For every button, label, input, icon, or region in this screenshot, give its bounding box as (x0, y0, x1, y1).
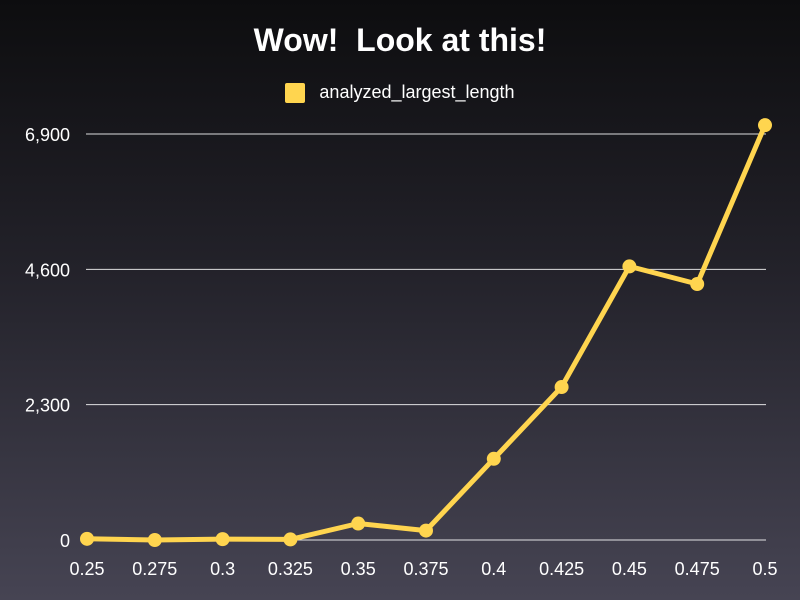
y-tick-label: 0 (60, 531, 70, 551)
x-tick-label: 0.425 (539, 559, 584, 579)
legend: analyzed_largest_length (0, 82, 800, 103)
x-tick-label: 0.375 (403, 559, 448, 579)
data-point (554, 380, 569, 395)
x-tick-label: 0.35 (341, 559, 376, 579)
x-tick-label: 0.5 (752, 559, 777, 579)
y-tick-label: 4,600 (25, 260, 70, 280)
data-point (80, 531, 94, 546)
gridlines (86, 133, 766, 541)
series-line (84, 122, 768, 543)
x-tick-label: 0.3 (210, 559, 235, 579)
data-point (351, 516, 366, 531)
data-point (690, 277, 705, 292)
x-tick-label: 0.475 (675, 559, 720, 579)
y-tick-label: 2,300 (25, 396, 70, 416)
x-tick-label: 0.4 (481, 559, 506, 579)
x-tick-label: 0.25 (69, 559, 104, 579)
chart-title: Wow! Look at this! (253, 22, 547, 58)
data-point (622, 259, 637, 274)
data-point (147, 533, 162, 547)
x-tick-label: 0.275 (132, 559, 177, 579)
data-point (419, 523, 433, 538)
data-point (283, 532, 298, 547)
series-layer (80, 118, 772, 547)
legend-swatch (285, 82, 306, 103)
data-point (758, 118, 772, 133)
data-point (486, 451, 501, 466)
y-tick-label: 6,900 (25, 125, 70, 145)
axis-labels: 0 2,300 4,600 6,900 0.25 0.275 0.3 0.325 0.35 0.3… (25, 125, 778, 579)
x-tick-label: 0.325 (268, 559, 313, 579)
x-tick-label: 0.45 (612, 559, 647, 579)
data-point (215, 532, 230, 547)
legend-label: analyzed_largest_length (319, 82, 515, 102)
